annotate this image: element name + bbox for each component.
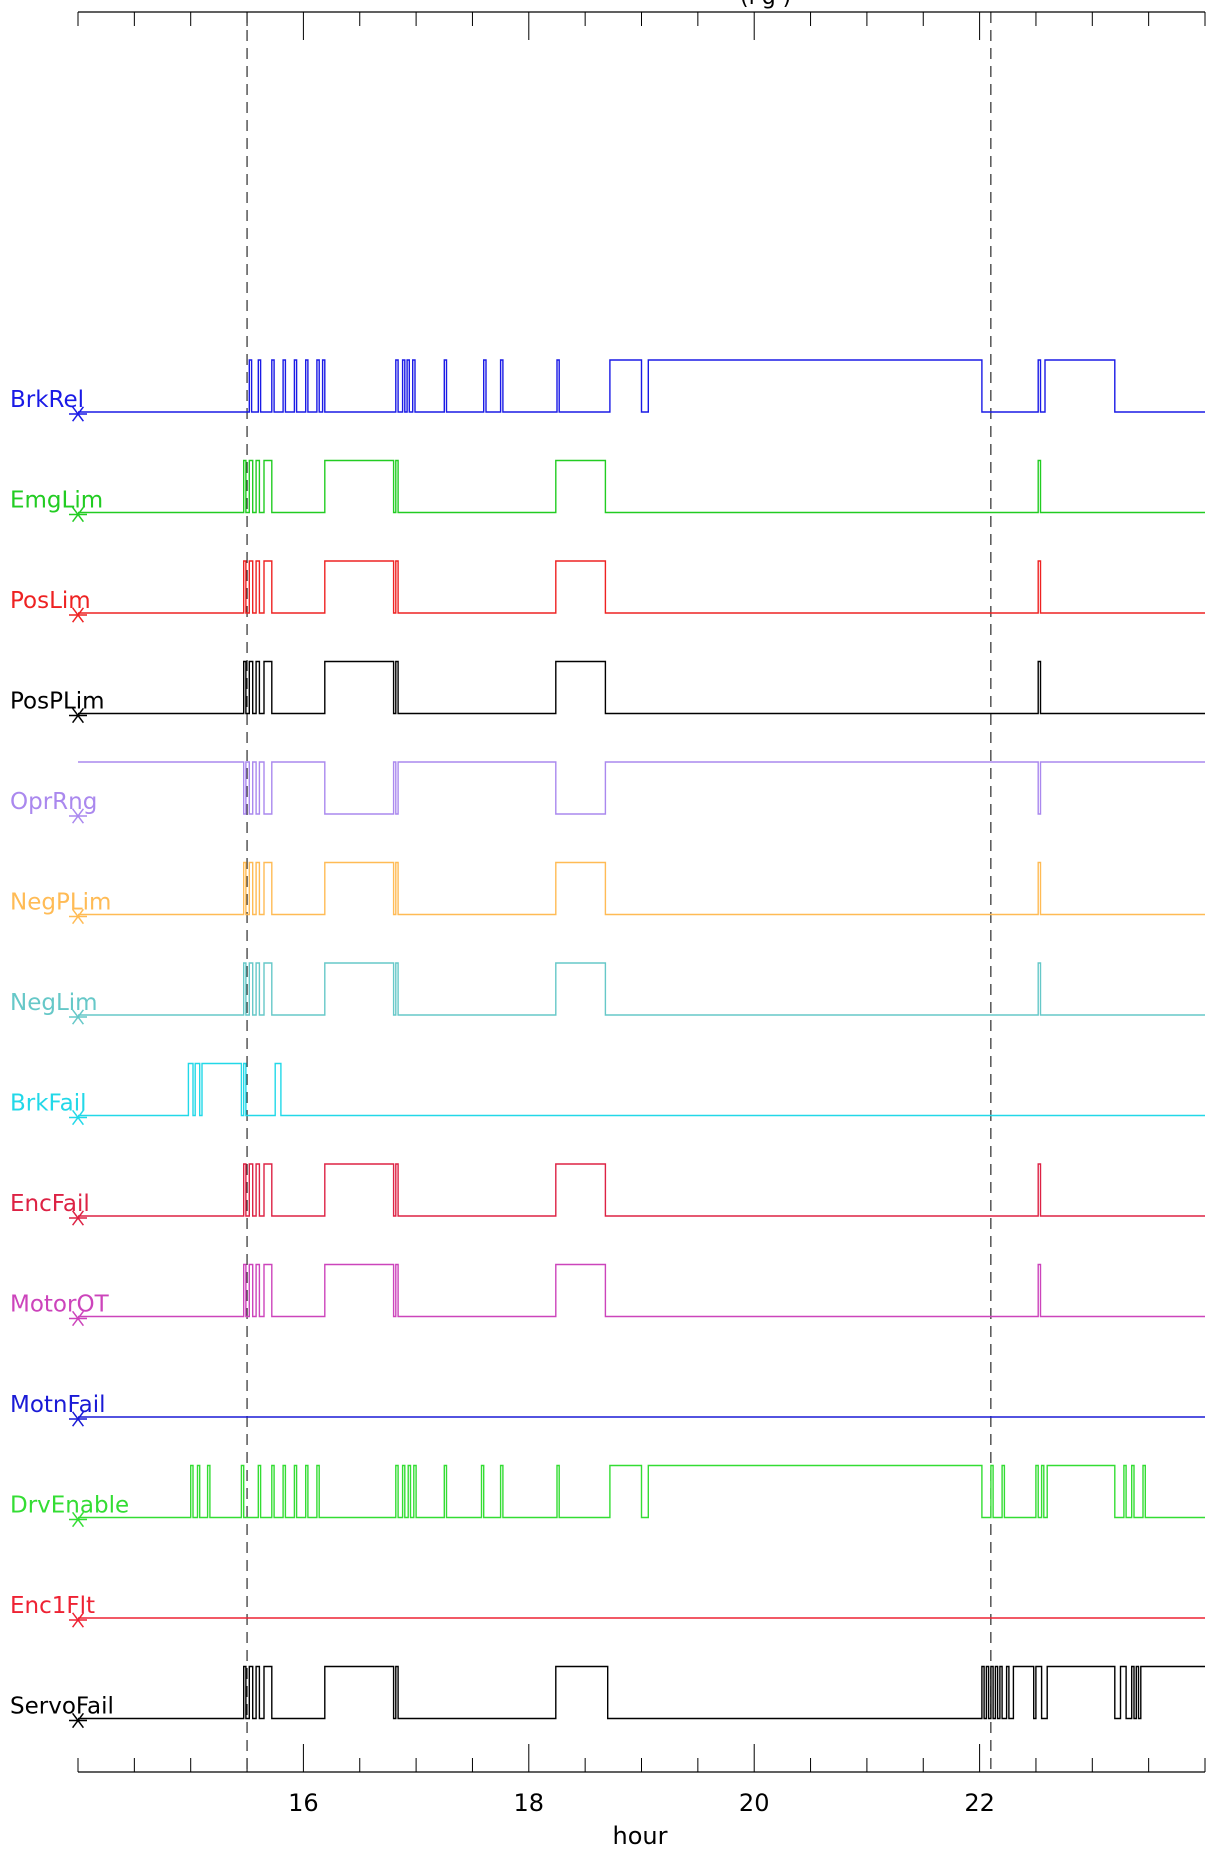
series-marker-motnfail (69, 1411, 87, 1427)
series-marker-enc1flt (69, 1612, 87, 1628)
series-marker-servofail (69, 1712, 87, 1729)
series-label-posplim: PosPLim (10, 689, 105, 715)
series-trace-brkrel (78, 359, 1205, 413)
series-marker-neglim (69, 1009, 87, 1025)
reference-lines (246, 12, 992, 1772)
x-tick-label: 16 (288, 1789, 319, 1817)
series-label-neglim: NegLim (10, 990, 98, 1016)
series-marker-motorot (69, 1310, 87, 1327)
series-trace-neglim (78, 962, 1205, 1016)
series-trace-posplim (78, 660, 1205, 715)
series-label-enc1flt: Enc1Flt (10, 1593, 95, 1619)
series-marker-brkfail (69, 1109, 87, 1126)
x-tick-label: 20 (739, 1789, 770, 1817)
series-group: BrkRel EmgLim PosLim PosPLim OprRng NegPLim Ne… (10, 359, 1205, 1729)
series-label-encfail: EncFail (10, 1191, 90, 1217)
series-trace-poslim (78, 560, 1205, 614)
series-label-poslim: PosLim (10, 588, 91, 614)
series-label-motnfail: MotnFail (10, 1392, 106, 1418)
series-trace-drvenable (78, 1464, 1205, 1519)
series-label-brkfail: BrkFail (10, 1091, 87, 1117)
axes: 16 18 20 22 (77, 11, 1206, 1817)
x-tick-label: 18 (514, 1789, 545, 1817)
x-tick-label: 22 (964, 1789, 995, 1817)
series-trace-negplim (78, 861, 1205, 916)
series-trace-emglim (78, 459, 1205, 514)
series-trace-servofail (78, 1665, 1205, 1720)
series-label-servofail: ServoFail (10, 1694, 114, 1720)
series-label-emglim: EmgLim (10, 488, 103, 514)
series-marker-emglim (69, 506, 87, 523)
series-label-oprrng: OprRng (10, 789, 97, 815)
series-marker-encfail (69, 1210, 87, 1226)
series-marker-poslim (69, 607, 87, 623)
series-trace-encfail (78, 1163, 1205, 1217)
series-trace-brkfail (78, 1062, 1205, 1117)
series-trace-motorot (78, 1263, 1205, 1318)
series-label-brkrel: BrkRel (10, 387, 84, 413)
series-label-negplim: NegPLim (10, 890, 111, 916)
series-marker-posplim (69, 707, 87, 724)
series-label-drvenable: DrvEnable (10, 1493, 129, 1519)
top-title-fragment: (l g ) (740, 0, 791, 10)
series-trace-oprrng (78, 761, 1205, 815)
x-axis-label: hour (613, 1822, 668, 1850)
series-marker-drvenable (69, 1511, 87, 1528)
series-marker-negplim (69, 908, 87, 925)
series-marker-brkrel (69, 406, 87, 422)
series-marker-oprrng (69, 808, 87, 824)
series-label-motorot: MotorOT (10, 1292, 110, 1318)
